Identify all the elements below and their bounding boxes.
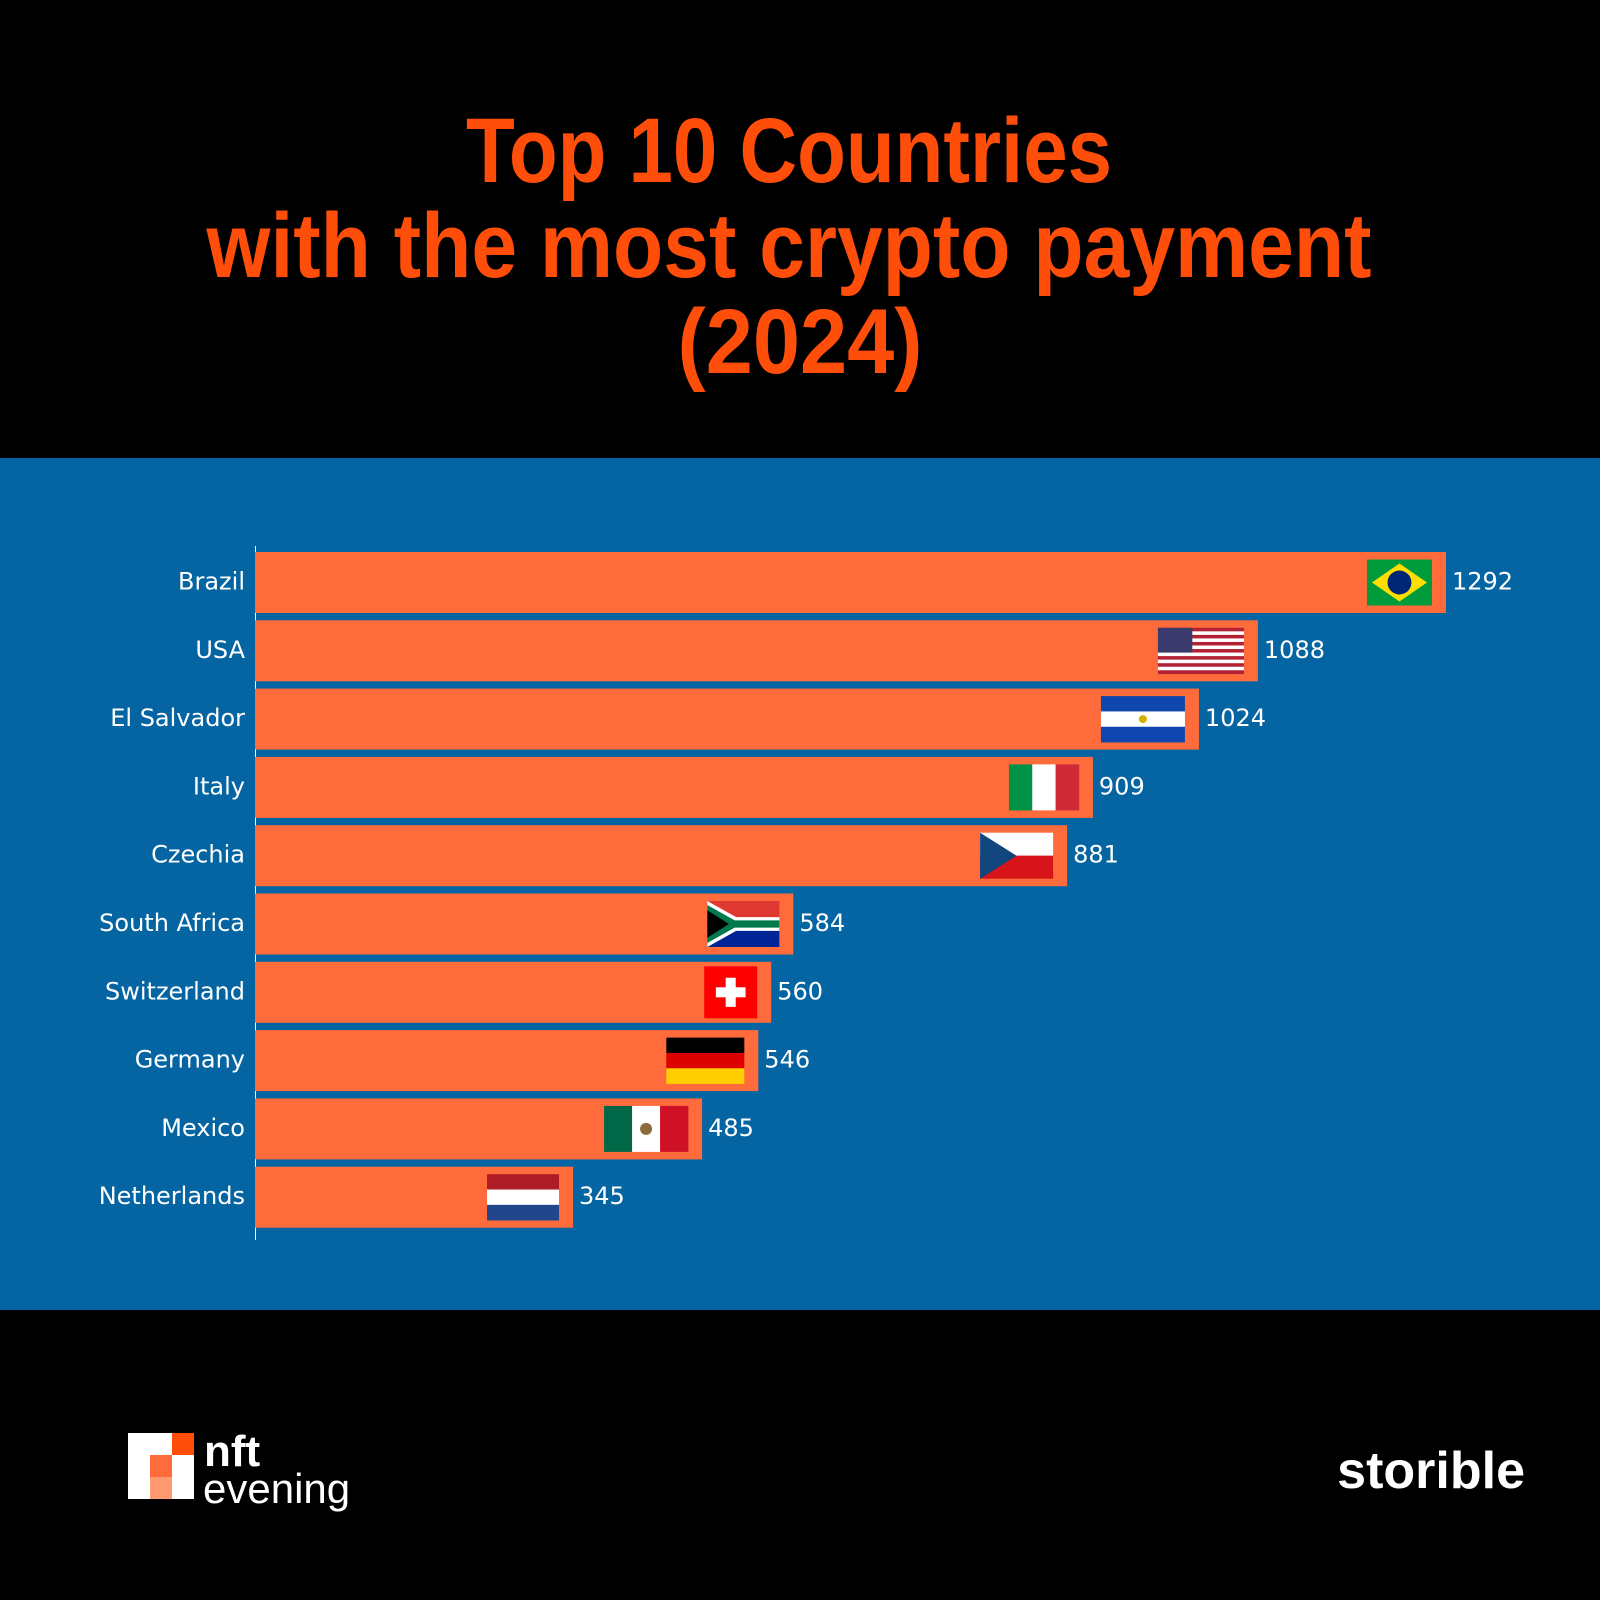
logo-icon <box>150 1477 172 1499</box>
logo-icon <box>172 1433 194 1455</box>
flag <box>1157 627 1244 632</box>
flag <box>1055 764 1080 811</box>
flag <box>1008 764 1033 811</box>
flag <box>1100 726 1185 743</box>
flag-icon <box>487 1174 560 1221</box>
flag <box>1387 570 1412 595</box>
logo-left: nft evening <box>128 1427 350 1512</box>
flag <box>666 1052 745 1069</box>
chart-title: (2024) <box>678 291 923 393</box>
flag <box>1157 638 1244 643</box>
flag-icon <box>1157 627 1244 675</box>
flag <box>1157 670 1244 675</box>
logo-icon <box>150 1455 172 1477</box>
flag-icon <box>604 1105 689 1152</box>
flag <box>666 1068 745 1084</box>
flag <box>1157 627 1193 653</box>
flag <box>1032 764 1056 811</box>
flag <box>1100 696 1185 712</box>
flag <box>666 1037 745 1054</box>
flag <box>487 1189 560 1206</box>
y-tick-label: Netherlands <box>99 1182 245 1210</box>
flag <box>715 987 746 998</box>
flag <box>487 1204 560 1221</box>
value-label: 546 <box>764 1046 810 1074</box>
flag <box>707 910 729 938</box>
value-label: 881 <box>1073 841 1119 869</box>
value-label: 1088 <box>1264 636 1325 664</box>
flag <box>1157 645 1244 650</box>
y-tick-label: Czechia <box>151 841 245 869</box>
flag-icon <box>1366 559 1432 606</box>
logo-right: storible <box>1337 1442 1525 1500</box>
value-label: 485 <box>708 1114 754 1142</box>
flag-icon <box>980 832 1054 879</box>
y-tick-label: Brazil <box>178 568 245 596</box>
bar <box>255 825 1068 887</box>
bar <box>255 756 1093 818</box>
flag <box>660 1105 689 1152</box>
value-label: 1024 <box>1205 704 1266 732</box>
flag <box>640 1122 653 1135</box>
flag-icon <box>1008 764 1080 811</box>
y-tick-label: Germany <box>135 1046 245 1074</box>
flag-icon <box>1100 696 1185 743</box>
y-tick-label: South Africa <box>99 909 245 937</box>
value-label: 1292 <box>1452 568 1513 596</box>
y-tick-label: Italy <box>193 772 245 800</box>
flag <box>1157 656 1244 660</box>
flag <box>604 1105 633 1152</box>
flag-icon <box>704 966 758 1019</box>
flag <box>1157 641 1244 646</box>
flag <box>1138 715 1147 724</box>
flag <box>1157 649 1244 653</box>
value-label: 584 <box>799 909 845 937</box>
bar <box>255 961 772 1023</box>
y-tick-label: USA <box>195 636 245 664</box>
flag <box>487 1174 560 1190</box>
flag <box>1157 631 1244 636</box>
bar <box>255 620 1258 682</box>
value-label: 345 <box>579 1182 625 1210</box>
flag-icon <box>666 1037 745 1084</box>
flag <box>1157 663 1244 668</box>
flag <box>1157 659 1244 664</box>
flag <box>1157 634 1244 639</box>
flag <box>1157 652 1244 657</box>
flag-icon <box>707 901 780 947</box>
bar <box>255 893 794 955</box>
value-label: 909 <box>1099 772 1145 800</box>
bar <box>255 688 1199 750</box>
y-tick-label: Mexico <box>161 1114 245 1142</box>
y-tick-label: Switzerland <box>105 977 245 1005</box>
logo-text: nft <box>204 1427 261 1476</box>
flag <box>1157 666 1244 671</box>
flag <box>707 905 780 943</box>
y-tick-label: El Salvador <box>110 704 245 732</box>
chart-title: Top 10 Countries <box>466 100 1112 202</box>
logo-text: evening <box>203 1465 350 1512</box>
flag <box>980 832 1017 879</box>
chart-title: with the most crypto payment <box>206 195 1372 297</box>
value-label: 560 <box>777 977 823 1005</box>
bar <box>255 552 1446 613</box>
